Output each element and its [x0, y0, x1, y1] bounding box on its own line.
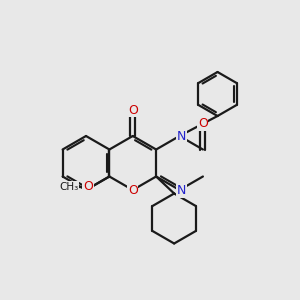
Text: O: O — [83, 180, 93, 193]
Text: N: N — [177, 184, 186, 197]
Text: O: O — [128, 103, 138, 116]
Text: O: O — [128, 184, 138, 197]
Text: N: N — [177, 130, 186, 142]
Text: O: O — [198, 117, 208, 130]
Text: CH₃: CH₃ — [59, 182, 79, 191]
